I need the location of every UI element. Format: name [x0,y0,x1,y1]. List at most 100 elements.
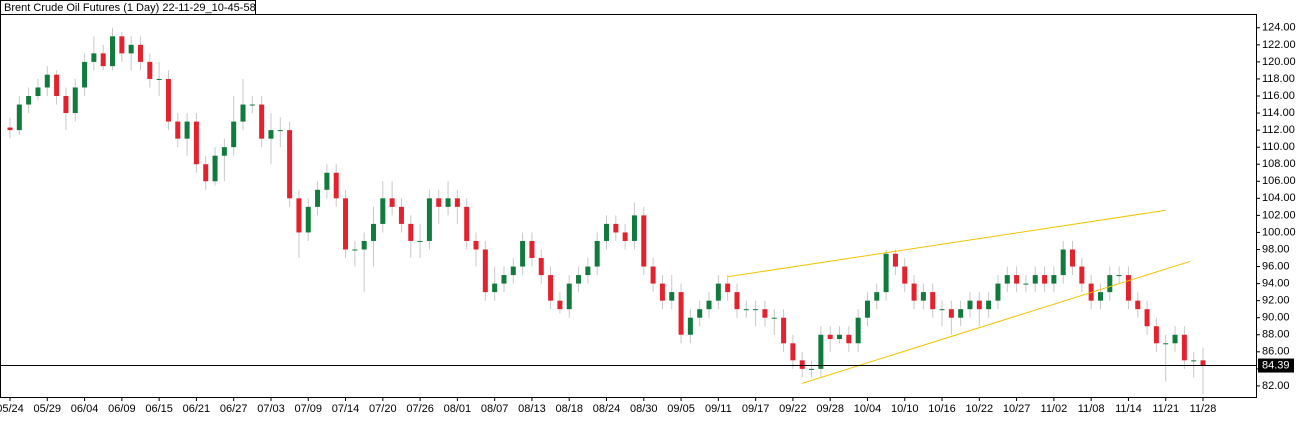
candle-body [417,240,423,242]
x-tick-label: 11/28 [1190,403,1217,415]
candle-body [669,292,675,301]
y-tick-label: 116.00 [1262,90,1295,102]
candle-body [426,198,432,241]
candle-body [1200,360,1206,366]
candle-body [315,189,321,207]
x-tick-label: 08/18 [555,403,583,415]
candle-body [753,309,759,311]
y-tick-label: 104.00 [1262,192,1296,204]
y-tick-label: 92.00 [1262,295,1290,307]
y-tick-label: 114.00 [1262,107,1295,119]
candle-body [725,283,731,293]
candle-body [781,317,787,344]
candle-body [659,283,665,301]
x-tick-label: 10/16 [928,403,956,415]
candle-body [585,266,591,276]
candle-body [892,253,898,267]
candle-body [100,53,106,67]
candle-body [790,343,796,361]
candle-body [370,223,376,241]
candle-body [268,130,274,139]
candle-body [445,198,451,207]
candle-body [948,309,954,318]
candle-body [1172,334,1178,344]
candle-body [706,300,712,310]
candle-body [184,121,190,139]
candle-body [799,360,805,369]
candle-body [398,206,404,224]
candle-body [986,300,992,310]
candle-body [203,164,209,182]
candle-body [156,78,162,80]
candle-body [1116,275,1122,277]
y-tick-label: 106.00 [1262,175,1296,187]
candle-body [343,198,349,250]
candle-body [1191,360,1197,362]
y-tick-label: 124.00 [1262,22,1296,34]
candle-body [147,61,153,79]
candle-body [240,104,246,122]
candle-body [1163,343,1169,345]
y-tick-label: 94.00 [1262,278,1290,290]
candle-body [464,206,470,241]
x-tick-label: 07/14 [332,403,360,415]
candle-body [305,206,311,233]
chart-title: Brent Crude Oil Futures (1 Day) 22-11-29… [4,2,256,14]
candle-body [958,309,964,318]
x-tick-label: 11/02 [1041,403,1068,415]
candle-body [1032,275,1038,284]
candle-body [715,283,721,301]
candle-body [520,240,526,267]
candle-body [771,317,777,319]
x-tick-label: 06/27 [220,403,248,415]
candle-body [1051,275,1057,284]
candle-body [837,334,843,340]
candle-body [380,198,386,224]
x-tick-label: 06/04 [71,403,99,415]
y-tick-label: 120.00 [1262,56,1296,68]
x-tick-label: 10/27 [1003,403,1031,415]
candle-body [855,317,861,344]
candle-body [529,240,535,259]
candle-body [911,283,917,301]
y-tick-label: 90.00 [1262,312,1290,324]
candle-body [110,36,116,67]
candle-body [7,127,13,131]
y-tick-label: 122.00 [1262,39,1296,51]
candle-body [604,223,609,241]
x-tick-label: 09/17 [742,403,770,415]
x-tick-label: 10/04 [854,403,882,415]
x-tick-label: 08/13 [518,403,546,415]
candle-body [1070,249,1076,267]
x-tick-label: 09/11 [705,403,732,415]
candle-body [920,292,926,301]
candle-body [622,232,628,241]
candle-body [137,44,143,62]
candle-body [128,44,134,54]
candle-body [1153,326,1159,344]
candle-body [72,87,78,114]
candle-body [436,198,442,207]
candle-body [650,266,656,284]
candle-body [231,121,237,148]
y-tick-label: 88.00 [1262,329,1290,341]
y-tick-label: 112.00 [1262,124,1295,136]
x-tick-label: 09/28 [816,403,844,415]
x-tick-label: 07/03 [257,403,285,415]
x-tick-label: 10/22 [966,403,994,415]
candle-body [594,240,600,267]
x-tick-label: 08/30 [630,403,658,415]
x-tick-label: 11/08 [1078,403,1105,415]
candle-body [44,74,50,88]
x-tick-label: 06/15 [145,403,173,415]
x-tick-label: 06/21 [183,403,211,415]
candle-body [454,198,460,207]
candle-body [63,96,69,114]
candle-body [743,309,749,311]
candle-body [864,300,870,318]
candle-body [352,249,358,251]
candle-body [1042,275,1048,284]
x-tick-label: 08/24 [593,403,621,415]
